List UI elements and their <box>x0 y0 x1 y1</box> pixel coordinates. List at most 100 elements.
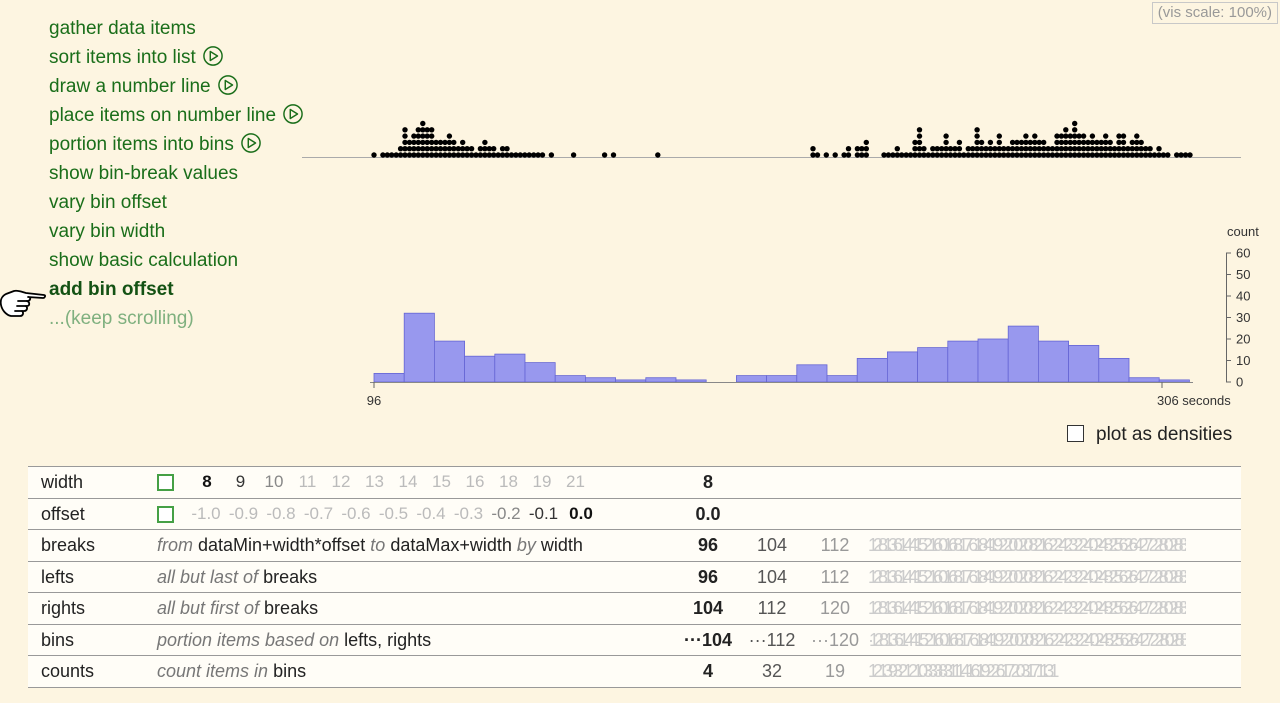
rights-row: rights all but first of breaks 104 112 120 12… <box>28 592 1241 624</box>
step-item[interactable]: place items on number line <box>49 101 303 130</box>
width-option[interactable]: 13 <box>365 472 384 491</box>
breaks-value: 96 <box>697 535 719 555</box>
data-dot <box>1076 152 1082 158</box>
play-icon[interactable] <box>202 46 223 66</box>
step-item[interactable]: sort items into list <box>49 43 303 72</box>
offset-option[interactable]: 0.0 <box>569 503 593 523</box>
rights-desc-part: breaks <box>264 598 319 618</box>
data-dot <box>1063 152 1069 158</box>
bins-row-name: bins <box>41 629 75 650</box>
data-dot <box>1165 152 1171 158</box>
data-dot <box>433 152 439 158</box>
data-dot <box>992 152 998 158</box>
bins-row: bins portion items based on lefts, rights… <box>28 623 1241 655</box>
step-label: ...(keep scrolling) <box>49 308 194 329</box>
data-dot <box>420 152 426 158</box>
y-tick-label: 0 <box>1236 375 1243 390</box>
width-option[interactable]: 15 <box>432 472 451 491</box>
data-dot <box>1009 152 1016 158</box>
data-dot <box>1058 146 1065 152</box>
width-option[interactable]: 21 <box>566 472 585 491</box>
step-item[interactable]: gather data items <box>49 14 303 43</box>
play-icon[interactable] <box>217 75 238 95</box>
step-item[interactable]: show bin-break values <box>49 159 303 188</box>
data-dot <box>845 146 852 152</box>
bins-value: ···112 <box>748 629 796 650</box>
width-option[interactable]: 12 <box>331 472 351 491</box>
width-option[interactable]: 9 <box>235 472 246 491</box>
step-list: gather data items sort items into list dra… <box>49 14 303 333</box>
step-label: gather data items <box>49 18 196 39</box>
step-item[interactable]: vary bin offset <box>49 188 303 217</box>
width-checkbox[interactable] <box>157 474 174 491</box>
width-option[interactable]: 14 <box>398 472 418 491</box>
data-dot <box>996 152 1002 158</box>
width-option[interactable]: 10 <box>264 472 284 491</box>
offset-option[interactable]: -0.8 <box>266 503 296 523</box>
data-dot <box>1063 146 1069 152</box>
data-dot <box>859 152 865 158</box>
width-option[interactable]: 8 <box>202 472 212 491</box>
plot-as-densities-toggle[interactable]: plot as densities <box>1067 424 1232 446</box>
offset-option[interactable]: -0.2 <box>491 503 521 523</box>
play-icon[interactable] <box>241 133 261 153</box>
data-dot <box>420 139 426 146</box>
data-dot <box>1085 152 1091 158</box>
offset-option[interactable]: -0.1 <box>528 503 559 523</box>
width-row: width 8 9 10 11 12 13 14 15 16 18 19 21 8 <box>28 466 1241 498</box>
data-dot <box>460 139 466 146</box>
data-dot <box>486 146 492 152</box>
data-dot <box>956 146 963 152</box>
data-dot <box>974 127 980 133</box>
data-dot <box>1009 139 1016 146</box>
width-option[interactable]: 16 <box>465 472 485 491</box>
data-dot <box>1023 152 1029 158</box>
data-dot <box>1129 146 1136 152</box>
data-dot <box>925 152 931 158</box>
offset-option[interactable]: -0.4 <box>416 503 446 523</box>
y-tick-label: 30 <box>1236 310 1250 325</box>
data-dot <box>1098 146 1105 152</box>
step-item[interactable]: portion items into bins <box>49 130 303 159</box>
data-dot <box>987 152 994 158</box>
data-dot <box>1072 120 1078 127</box>
offset-option[interactable]: -0.9 <box>228 503 259 523</box>
step-item[interactable]: draw a number line <box>49 72 303 101</box>
data-dot <box>424 133 430 139</box>
width-option[interactable]: 18 <box>499 472 518 491</box>
data-dot <box>1072 127 1078 133</box>
offset-checkbox[interactable] <box>157 505 174 523</box>
offset-option[interactable]: -0.7 <box>303 503 334 523</box>
offset-option[interactable]: -0.6 <box>341 503 371 523</box>
data-dot <box>491 146 497 152</box>
data-dot <box>885 152 892 158</box>
offset-option[interactable]: -1.0 <box>191 503 221 523</box>
offset-option[interactable]: -0.3 <box>453 503 484 523</box>
data-dot <box>1009 146 1016 152</box>
data-dot <box>1072 133 1078 139</box>
width-option[interactable]: 19 <box>532 472 552 491</box>
step-item[interactable]: vary bin width <box>49 217 303 246</box>
data-dot <box>499 146 506 152</box>
dot-plot <box>302 120 1241 158</box>
data-dot <box>402 127 408 133</box>
data-dot <box>411 133 417 139</box>
histogram-bar <box>917 347 949 383</box>
data-dot <box>1027 139 1034 146</box>
histogram-bar <box>766 375 798 383</box>
x-max-label: 306 seconds <box>1157 393 1231 408</box>
offset-option[interactable]: -0.5 <box>378 503 409 523</box>
data-dot <box>974 139 980 146</box>
step-item[interactable]: show basic calculation <box>49 246 303 275</box>
data-dot <box>943 133 949 139</box>
plot-as-densities-checkbox[interactable] <box>1067 425 1084 442</box>
step-item[interactable]: add bin offset <box>49 275 303 304</box>
data-dot <box>411 139 417 146</box>
width-option[interactable]: 11 <box>298 472 317 491</box>
data-dot <box>491 152 497 158</box>
data-dot <box>912 139 918 146</box>
play-icon[interactable] <box>283 104 303 124</box>
data-dot <box>1103 133 1109 139</box>
data-dot <box>1085 146 1091 152</box>
data-dot <box>1103 146 1109 152</box>
